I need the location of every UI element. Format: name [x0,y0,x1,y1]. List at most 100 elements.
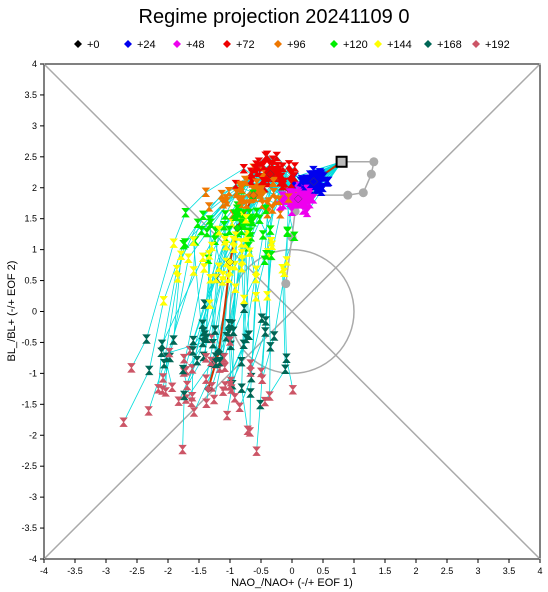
lead-mean-point-2 [293,194,303,204]
ensemble-marker-49-8 [257,374,267,384]
legend-label-0: +0 [87,39,100,51]
x-tick-label-15: 3.5 [503,566,516,576]
ensemble-marker-7-8 [246,359,255,369]
lead-mean-point-5 [233,223,242,233]
y-tick-label-10: 1 [32,245,37,255]
legend-marker-2 [173,40,181,48]
y-tick-label-9: 0.5 [24,276,37,286]
ensemble-marker-41-8 [235,402,244,413]
ensemble-marker-44-8 [225,336,235,346]
ensemble-marker-48-4 [268,204,277,214]
lead-mean-point-8 [203,384,213,394]
ensemble-marker-48-8 [243,425,252,436]
ensemble-marker-49-3 [286,170,296,180]
legend-label-2: +48 [186,39,205,51]
ensemble-marker-9-5 [267,250,276,261]
ensemble-marker-49-6 [282,256,291,266]
ensemble-marker-45-8 [201,374,211,384]
ensemble-marker-34-6 [237,248,247,259]
ensemble-marker-33-8 [220,353,229,363]
ensemble-marker-17-8 [260,396,270,407]
ensemble-marker-16-8 [154,384,163,394]
ensemble-marker-33-6 [231,231,240,241]
ensemble-marker-43-4 [235,196,244,206]
x-tick-label-3: -2.5 [129,566,145,576]
x-tick-label-11: 1.5 [379,566,392,576]
ensemble-marker-10-6 [169,238,178,248]
ensemble-marker-47-6 [173,273,182,283]
ensemble-marker-35-7 [188,346,198,356]
analysis-track [281,157,379,289]
ensemble-marker-29-6 [229,243,239,253]
lead-mean-point-7 [214,347,224,357]
y-tick-label-1: -3.5 [21,523,37,533]
lead-mean-point-3 [265,169,275,179]
ensemble-marker-22-8 [167,382,177,393]
ensemble-marker-50-3 [259,160,269,171]
ensemble-marker-24-6 [231,283,240,293]
ensemble-marker-43-6 [199,263,209,273]
x-tick-label-16: 4 [537,566,542,576]
lead-mean-points [203,155,348,394]
ensemble-marker-48-1 [314,184,324,194]
ensemble-marker-9-6 [263,291,272,301]
ensemble-marker-28-6 [221,240,231,251]
ensemble-marker-50-4 [240,175,250,186]
y-tick-label-11: 1.5 [24,214,37,224]
ensemble-marker-47-5 [180,238,190,248]
ensemble-marker-48-2 [300,204,310,215]
ensemble-marker-44-3 [272,151,282,162]
ensemble-marker-36-5 [197,225,206,236]
ensemble-marker-46-5 [198,210,208,221]
ensemble-marker-49-5 [283,226,292,236]
ensemble-marker-10-7 [142,334,151,344]
x-tick-label-9: 0.5 [317,566,330,576]
x-tick-label-2: -3 [102,566,110,576]
ensemble-marker-49-4 [284,193,293,203]
legend-label-4: +96 [287,39,306,51]
ensemble-marker-45-6 [214,262,224,273]
ensemble-marker-36-7 [169,335,178,345]
ensemble-marker-22-4 [224,186,234,197]
legend-marker-7 [424,40,432,48]
ensemble-marker-3-6 [184,253,193,263]
x-axis-ticks: -4 -3.5 -3 -2.5 -2 -1.5 -1 -0.5 0 0.5 1 1.5 2 2.5 3 3.5… [40,559,543,576]
ensemble-marker-42-7 [261,327,270,337]
y-tick-label-12: 2 [32,183,37,193]
ensemble-marker-45-7 [208,338,218,349]
ensemble-marker-47-7 [159,358,169,369]
y-tick-label-4: -2 [29,430,37,440]
analysis-point-4 [343,190,353,200]
y-tick-label-0: -4 [29,554,37,564]
legend-marker-6 [374,40,382,48]
legend-marker-3 [223,40,231,48]
legend-label-1: +24 [137,39,156,51]
analysis-point-3 [358,188,368,198]
ensemble-marker-9-4 [276,209,285,219]
ensemble-marker-20-7 [282,353,291,363]
ensemble-marker-20-8 [288,385,298,395]
ensemble-marker-42-4 [269,177,278,188]
legend-label-8: +192 [485,39,510,51]
y-tick-label-8: 0 [32,307,37,317]
y-tick-label-6: -1 [29,368,37,378]
ensemble-marker-12-7 [144,365,154,376]
ensemble-marker-38-5 [219,221,229,231]
ensemble-marker-1-8 [230,393,240,403]
ensemble-markers [119,150,333,456]
x-tick-label-14: 3 [475,566,480,576]
ensemble-marker-43-7 [178,364,188,375]
ensemble-marker-28-5 [221,210,230,220]
ensemble-marker-46-3 [254,157,264,167]
ensemble-marker-21-8 [174,396,183,406]
y-tick-label-16: 4 [32,59,37,69]
ensemble-marker-49-7 [269,331,279,341]
legend-label-6: +144 [387,39,412,51]
initial-state-marker [335,155,348,168]
ensemble-marker-42-8 [246,367,255,377]
ensemble-marker-27-6 [207,241,217,252]
ensemble-marker-20-6 [280,267,289,278]
ensemble-marker-12-8 [119,417,128,427]
legend-label-7: +168 [437,39,462,51]
